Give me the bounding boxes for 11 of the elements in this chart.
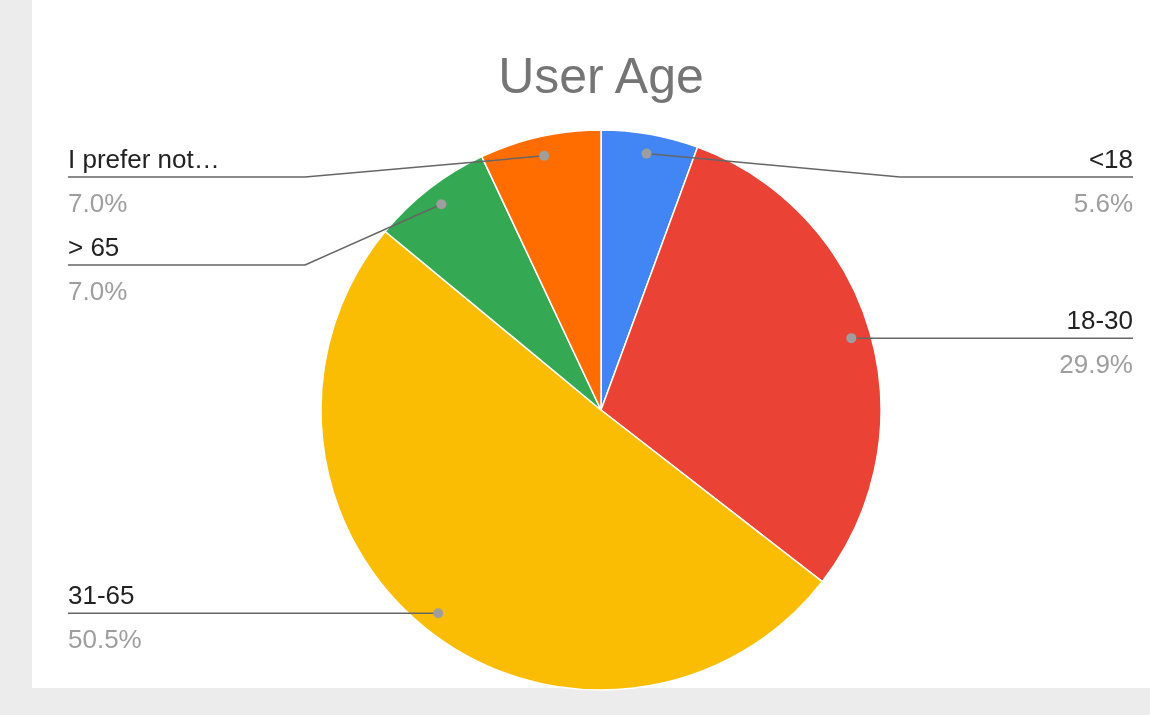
slice-label: I prefer not…: [68, 144, 220, 174]
slice-label: 18-30: [1066, 305, 1133, 336]
data-label: 5.6%: [1073, 188, 1133, 218]
chart-title: User Age: [498, 48, 704, 104]
slice-label: <18: [1088, 144, 1133, 174]
data-label: 7.0%: [68, 276, 128, 306]
data-label: 7.0%: [68, 188, 128, 218]
data-label: 50.5%: [68, 624, 142, 655]
slice-label: > 65: [68, 232, 120, 262]
data-label: 29.9%: [1059, 349, 1133, 380]
slice-label: 31-65: [68, 580, 135, 611]
